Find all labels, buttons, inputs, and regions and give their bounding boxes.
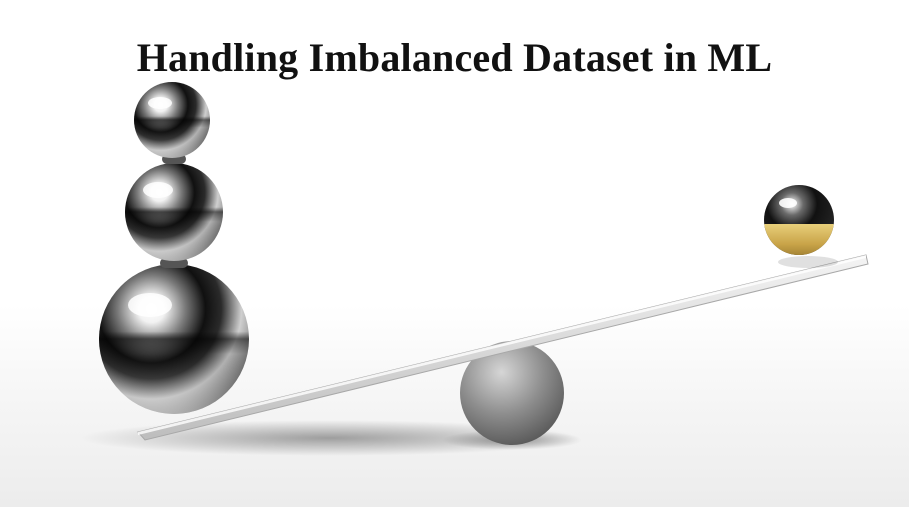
connector-lower (160, 258, 188, 268)
gold-sphere (764, 185, 838, 268)
large-chrome-sphere (99, 264, 249, 414)
medium-chrome-sphere (125, 163, 223, 261)
page-title: Handling Imbalanced Dataset in ML (136, 35, 773, 80)
fulcrum-sphere (460, 341, 564, 445)
plank-shadow (80, 420, 580, 456)
small-chrome-sphere (134, 82, 210, 158)
heavy-stack-spheres (99, 82, 249, 414)
seesaw-plank (137, 254, 869, 441)
